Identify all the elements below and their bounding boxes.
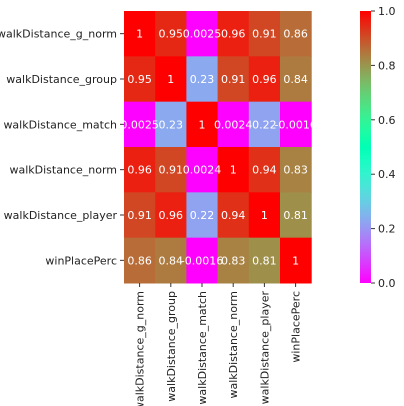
heatmap-column-labels: walkDistance_g_norm walkDistance_group wal… — [134, 283, 303, 406]
heatmap-row-labels: walkDistance_g_norm walkDistance_groupwal… — [0, 28, 124, 267]
heatmap-cell — [186, 56, 219, 103]
row-tick-label: walkDistance_player — [4, 209, 118, 222]
colorbar-gradient — [360, 11, 371, 283]
heatmap-cell-labels: 1 0.95 0.0025 0.96 0.91 0.860.95 1 0.23 0.91 0.96… — [120, 28, 316, 268]
colorbar-tick-label: 0.0 — [378, 277, 396, 290]
heatmap-cell — [124, 237, 156, 284]
heatmap-cell-value: 0.22 — [252, 118, 277, 131]
heatmap-cell-value: 1 — [199, 118, 206, 131]
heatmap-cell-value: 0.86 — [283, 28, 308, 41]
heatmap-cell — [124, 56, 156, 103]
heatmap-cell-value: 0.22 — [190, 209, 215, 222]
column-tick-label: walkDistance_player — [258, 291, 271, 405]
column-tick-label: walkDistance_match — [196, 291, 209, 405]
row-tick-label: winPlacePerc — [45, 254, 117, 267]
heatmap-cell-value: 0.0025 — [120, 118, 159, 131]
heatmap-cell — [280, 11, 312, 57]
heatmap-cell-value: 0.96 — [127, 164, 152, 177]
heatmap-cell — [248, 237, 281, 284]
heatmap-cell-value: 0.23 — [190, 73, 215, 86]
heatmap-cell — [217, 147, 250, 193]
heatmap-cell-value: 0.86 — [127, 254, 152, 267]
heatmap-cell-value: 1 — [292, 254, 299, 267]
heatmap-cell-value: 0.23 — [159, 118, 184, 131]
colorbar-tick-label: 0.6 — [378, 114, 396, 127]
row-tick-label: walkDistance_match — [3, 118, 117, 131]
colorbar-tick-label: 0.4 — [378, 168, 396, 181]
heatmap-cell — [186, 11, 219, 57]
colorbar-tick-label: 0.2 — [378, 223, 396, 236]
heatmap-cell-value: 0.0024 — [214, 118, 253, 131]
heatmap-cell — [280, 147, 312, 193]
heatmap-cell — [186, 237, 219, 284]
heatmap-cell — [155, 11, 187, 57]
heatmap-cell — [280, 56, 312, 103]
heatmap-cell-value: 0.84 — [159, 254, 184, 267]
heatmap-cell — [280, 237, 312, 284]
heatmap-cell — [248, 192, 281, 239]
heatmap-cell-value: 1 — [136, 28, 143, 41]
column-tick-label: walkDistance_norm — [227, 291, 240, 399]
heatmap-cell — [124, 147, 156, 193]
heatmap-cell-value: 0.81 — [252, 254, 277, 267]
row-tick-label: walkDistance_g_norm — [0, 28, 117, 41]
heatmap-cell-value: 1 — [167, 73, 174, 86]
heatmap-cell-value: 0.91 — [127, 209, 152, 222]
row-tick-label: walkDistance_group — [6, 73, 117, 86]
heatmap-cell-value: -0.0016 — [274, 118, 316, 131]
heatmap-cell-value: 0.94 — [221, 209, 246, 222]
row-tick-label: walkDistance_norm — [9, 164, 117, 177]
heatmap-cell-value: 0.96 — [252, 73, 277, 86]
heatmap-cell — [248, 101, 281, 148]
colorbar-tick-label: 0.8 — [378, 59, 396, 72]
colorbar: 0.0 0.2 0.4 0.6 0.8 1.0 — [360, 5, 396, 290]
heatmap-cell — [155, 192, 187, 239]
heatmap-cell — [248, 147, 281, 193]
heatmap-cell — [186, 101, 219, 148]
heatmap-cell — [248, 56, 281, 103]
heatmap-cell — [155, 237, 187, 284]
column-tick-label: walkDistance_g_norm — [134, 291, 147, 406]
heatmap-cell-value: 0.81 — [283, 209, 308, 222]
heatmap-cell — [217, 237, 250, 284]
heatmap-cell-value: 0.83 — [283, 164, 308, 177]
heatmap-cell — [155, 101, 187, 148]
heatmap-cell — [186, 147, 219, 193]
heatmap-cell-value: 0.0025 — [183, 28, 222, 41]
heatmap-cell-value: 1 — [230, 164, 237, 177]
heatmap-cell-value: 0.95 — [127, 73, 152, 86]
heatmap-cell — [248, 11, 281, 57]
heatmap-cell — [280, 101, 312, 148]
heatmap-cell-value: -0.0016 — [181, 254, 223, 267]
column-tick-label: walkDistance_group — [165, 291, 178, 402]
heatmap-cell — [155, 56, 187, 103]
heatmap-cell-value: 0.91 — [159, 164, 184, 177]
heatmap-cells — [124, 11, 312, 284]
heatmap-cell — [186, 192, 219, 239]
heatmap-cell-value: 0.91 — [252, 28, 277, 41]
heatmap-cell-value: 0.91 — [221, 73, 246, 86]
heatmap-cell — [217, 56, 250, 103]
column-tick-label: winPlacePerc — [290, 291, 303, 363]
heatmap-cell — [217, 101, 250, 148]
heatmap-cell-value: 0.84 — [283, 73, 308, 86]
heatmap-cell-value: 0.96 — [159, 209, 184, 222]
heatmap-cell-value: 0.83 — [221, 254, 246, 267]
heatmap-cell-value: 0.96 — [221, 28, 246, 41]
heatmap-cell — [124, 192, 156, 239]
heatmap-cell-value: 0.95 — [159, 28, 184, 41]
heatmap-cell-value: 0.94 — [252, 164, 277, 177]
heatmap-cell — [280, 192, 312, 239]
heatmap-cell — [155, 147, 187, 193]
heatmap-cell — [124, 11, 156, 57]
colorbar-tick-label: 1.0 — [378, 5, 396, 18]
heatmap-cell-value: 1 — [261, 209, 268, 222]
heatmap-cell — [217, 192, 250, 239]
heatmap-cell — [217, 11, 250, 57]
heatmap-cell-value: 0.0024 — [183, 164, 222, 177]
heatmap-cell — [124, 101, 156, 148]
